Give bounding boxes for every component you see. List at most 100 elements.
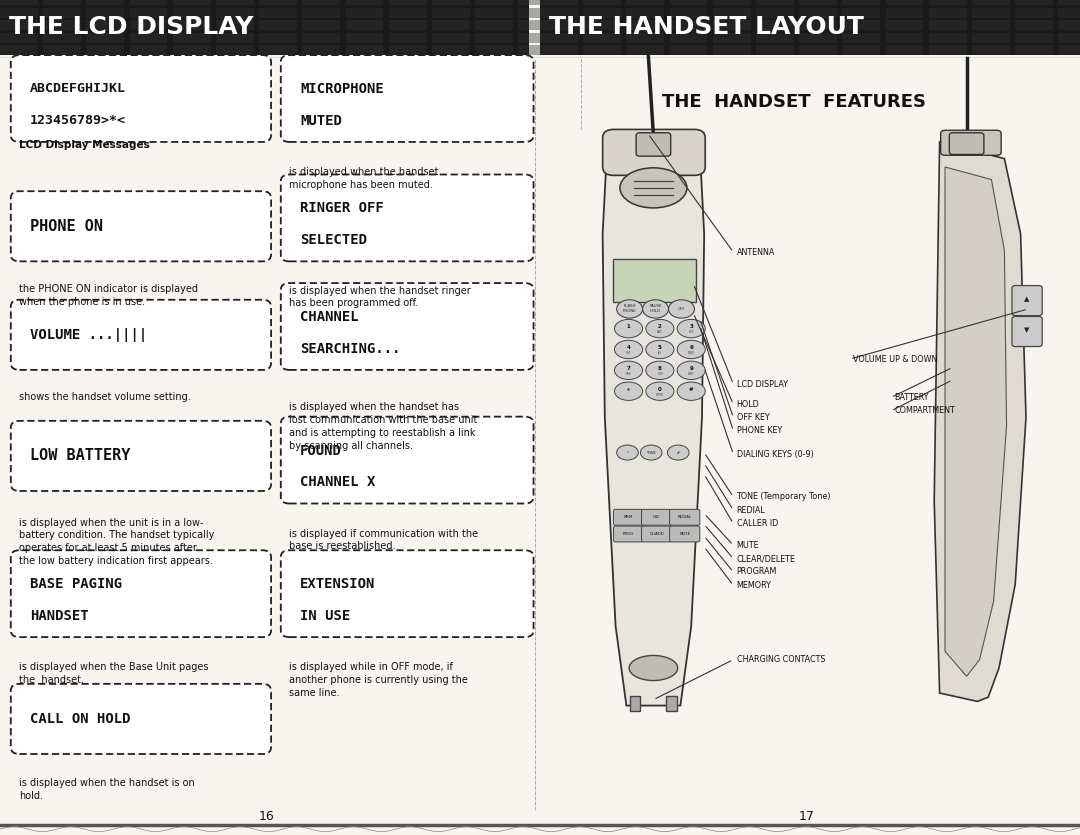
FancyBboxPatch shape bbox=[302, 20, 340, 30]
FancyBboxPatch shape bbox=[173, 33, 211, 43]
FancyBboxPatch shape bbox=[0, 0, 529, 55]
FancyBboxPatch shape bbox=[842, 33, 880, 43]
Text: TONE (Temporary Tone): TONE (Temporary Tone) bbox=[737, 493, 832, 501]
Ellipse shape bbox=[667, 445, 689, 460]
FancyBboxPatch shape bbox=[886, 8, 923, 18]
FancyBboxPatch shape bbox=[972, 20, 1010, 30]
FancyBboxPatch shape bbox=[929, 8, 967, 18]
Ellipse shape bbox=[643, 300, 669, 318]
Text: BATTERY: BATTERY bbox=[894, 393, 929, 402]
Text: GHI: GHI bbox=[626, 351, 631, 355]
Polygon shape bbox=[603, 150, 704, 706]
FancyBboxPatch shape bbox=[1012, 316, 1042, 347]
Text: HOLD: HOLD bbox=[650, 310, 661, 313]
FancyBboxPatch shape bbox=[713, 8, 751, 18]
FancyBboxPatch shape bbox=[540, 45, 578, 55]
Text: REDIAL: REDIAL bbox=[678, 515, 691, 519]
Ellipse shape bbox=[646, 362, 674, 380]
Text: DEF: DEF bbox=[688, 330, 694, 334]
Text: MNO: MNO bbox=[688, 351, 694, 355]
Text: is displayed while in OFF mode, if
another phone is currently using the
same lin: is displayed while in OFF mode, if anoth… bbox=[289, 662, 469, 698]
Ellipse shape bbox=[677, 341, 705, 359]
Ellipse shape bbox=[617, 300, 643, 318]
FancyBboxPatch shape bbox=[756, 8, 794, 18]
FancyBboxPatch shape bbox=[670, 0, 707, 5]
Text: the PHONE ON indicator is displayed
when the phone is in use.: the PHONE ON indicator is displayed when… bbox=[19, 284, 199, 306]
FancyBboxPatch shape bbox=[302, 0, 340, 5]
Text: CALL ON HOLD: CALL ON HOLD bbox=[30, 712, 131, 726]
Text: MICROPHONE: MICROPHONE bbox=[300, 82, 384, 96]
FancyBboxPatch shape bbox=[130, 0, 167, 5]
Text: THE HANDSET LAYOUT: THE HANDSET LAYOUT bbox=[549, 15, 864, 38]
FancyBboxPatch shape bbox=[583, 0, 621, 5]
Ellipse shape bbox=[669, 300, 694, 318]
FancyBboxPatch shape bbox=[216, 0, 254, 5]
Text: FLASH: FLASH bbox=[623, 305, 636, 308]
FancyBboxPatch shape bbox=[613, 509, 644, 525]
FancyBboxPatch shape bbox=[1058, 33, 1080, 43]
FancyBboxPatch shape bbox=[281, 175, 534, 261]
Text: PROG: PROG bbox=[623, 532, 634, 536]
FancyBboxPatch shape bbox=[475, 45, 513, 55]
Text: 123456789>*<: 123456789>*< bbox=[30, 114, 126, 128]
FancyBboxPatch shape bbox=[929, 20, 967, 30]
FancyBboxPatch shape bbox=[613, 259, 696, 302]
FancyBboxPatch shape bbox=[540, 0, 578, 5]
FancyBboxPatch shape bbox=[626, 20, 664, 30]
FancyBboxPatch shape bbox=[389, 45, 427, 55]
Ellipse shape bbox=[646, 382, 674, 401]
Text: #: # bbox=[689, 387, 693, 392]
FancyBboxPatch shape bbox=[756, 33, 794, 43]
FancyBboxPatch shape bbox=[972, 8, 1010, 18]
Text: PHONE KEY: PHONE KEY bbox=[737, 427, 782, 435]
FancyBboxPatch shape bbox=[583, 33, 621, 43]
Text: OPER: OPER bbox=[656, 392, 664, 397]
Text: 3: 3 bbox=[689, 325, 693, 329]
Text: LCD DISPLAY: LCD DISPLAY bbox=[737, 380, 787, 388]
FancyBboxPatch shape bbox=[842, 45, 880, 55]
Text: PRS: PRS bbox=[625, 372, 632, 376]
FancyBboxPatch shape bbox=[432, 45, 470, 55]
FancyBboxPatch shape bbox=[756, 20, 794, 30]
FancyBboxPatch shape bbox=[540, 0, 1080, 55]
FancyBboxPatch shape bbox=[799, 0, 837, 5]
FancyBboxPatch shape bbox=[173, 45, 211, 55]
Text: JKL: JKL bbox=[658, 351, 662, 355]
Text: OFF: OFF bbox=[677, 307, 686, 311]
FancyBboxPatch shape bbox=[518, 0, 556, 5]
Ellipse shape bbox=[677, 362, 705, 380]
FancyBboxPatch shape bbox=[281, 550, 534, 637]
Text: ABCDEFGHIJKL: ABCDEFGHIJKL bbox=[30, 83, 126, 95]
FancyBboxPatch shape bbox=[540, 8, 578, 18]
FancyBboxPatch shape bbox=[613, 526, 644, 542]
FancyBboxPatch shape bbox=[886, 45, 923, 55]
Text: LCD Display Messages: LCD Display Messages bbox=[19, 140, 150, 150]
FancyBboxPatch shape bbox=[670, 509, 700, 525]
Text: ▼: ▼ bbox=[1025, 326, 1029, 333]
FancyBboxPatch shape bbox=[842, 20, 880, 30]
FancyBboxPatch shape bbox=[670, 20, 707, 30]
FancyBboxPatch shape bbox=[636, 133, 671, 156]
FancyBboxPatch shape bbox=[130, 33, 167, 43]
FancyBboxPatch shape bbox=[11, 550, 271, 637]
Text: ▲: ▲ bbox=[1025, 296, 1029, 302]
FancyBboxPatch shape bbox=[43, 20, 81, 30]
Text: *: * bbox=[627, 387, 630, 392]
Text: is displayed if communication with the
base is reestablished.: is displayed if communication with the b… bbox=[289, 529, 478, 551]
Text: 7: 7 bbox=[626, 367, 631, 371]
FancyBboxPatch shape bbox=[259, 33, 297, 43]
FancyBboxPatch shape bbox=[0, 8, 38, 18]
FancyBboxPatch shape bbox=[670, 45, 707, 55]
FancyBboxPatch shape bbox=[86, 20, 124, 30]
Text: is displayed when the unit is in a low-
battery condition. The handset typically: is displayed when the unit is in a low- … bbox=[19, 518, 215, 566]
FancyBboxPatch shape bbox=[583, 45, 621, 55]
FancyBboxPatch shape bbox=[11, 684, 271, 754]
Text: 4: 4 bbox=[626, 346, 631, 350]
Text: is displayed when the handset ringer
has been programmed off.: is displayed when the handset ringer has… bbox=[289, 286, 471, 308]
Text: LOW BATTERY: LOW BATTERY bbox=[30, 448, 131, 463]
FancyBboxPatch shape bbox=[713, 0, 751, 5]
FancyBboxPatch shape bbox=[475, 0, 513, 5]
Text: SELECTED: SELECTED bbox=[300, 233, 367, 247]
FancyBboxPatch shape bbox=[842, 0, 880, 5]
Text: SEARCHING...: SEARCHING... bbox=[300, 342, 401, 356]
